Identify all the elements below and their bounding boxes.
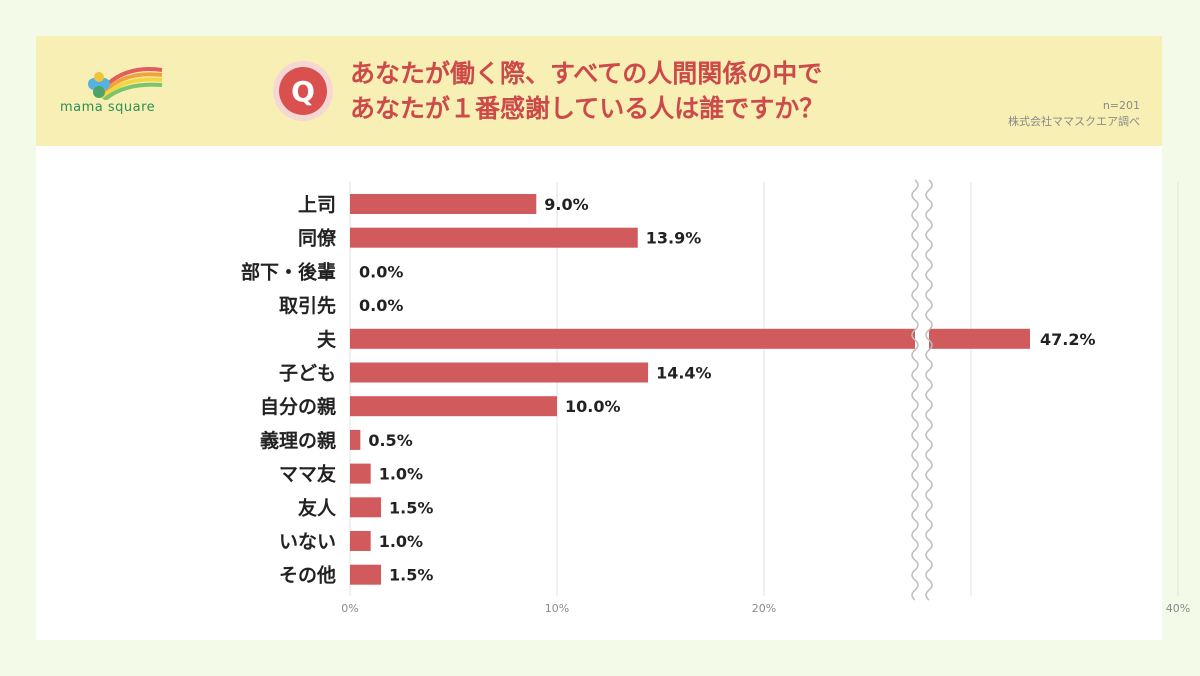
question-mark-letter: Q — [291, 75, 315, 108]
value-label-3: 0.0% — [359, 296, 403, 315]
category-label-6: 自分の親 — [260, 395, 336, 418]
header-banner: mama square Q あなたが働く際、すべての人間関係の中で あなたが１番… — [36, 36, 1162, 146]
bars — [350, 194, 1030, 585]
value-label-8: 1.0% — [379, 465, 423, 484]
value-label-2: 0.0% — [359, 262, 403, 281]
category-label-8: ママ友 — [279, 463, 336, 486]
bar-5 — [350, 362, 649, 383]
value-label-10: 1.0% — [379, 532, 423, 551]
title-line-1: あなたが働く際、すべての人間関係の中で — [350, 59, 823, 88]
value-label-4: 47.2% — [1040, 330, 1096, 349]
x-tick-label-1: 10% — [545, 602, 569, 615]
bar-7 — [350, 429, 361, 450]
category-label-10: いない — [279, 531, 336, 553]
value-label-11: 1.5% — [389, 566, 433, 585]
category-label-4: 夫 — [317, 329, 337, 351]
category-label-1: 同僚 — [298, 227, 337, 250]
value-labels: 9.0% 13.9% 0.0% 0.0% 47.2% 14.4% 10.0% 0.5% 1.0%… — [359, 195, 1096, 585]
brand-name: mama square — [60, 100, 156, 115]
value-label-0: 9.0% — [544, 195, 588, 214]
value-label-1: 13.9% — [646, 229, 702, 248]
bar-4-b — [929, 328, 1030, 349]
bar-8 — [350, 463, 371, 484]
category-label-7: 義理の親 — [260, 429, 336, 452]
question-badge-icon: Q — [273, 61, 333, 121]
bar-6 — [350, 396, 557, 417]
value-label-5: 14.4% — [656, 364, 712, 383]
bar-9 — [350, 497, 382, 518]
x-tick-label-0: 0% — [341, 602, 358, 615]
category-label-3: 取引先 — [279, 294, 336, 317]
title-line-2: あなたが１番感謝している人は誰ですか？ — [350, 94, 825, 123]
category-label-2: 部下・後輩 — [241, 260, 336, 283]
category-label-11: その他 — [279, 564, 336, 587]
x-tick-label-3: 40% — [1166, 602, 1190, 615]
bar-11 — [350, 564, 382, 585]
value-label-7: 0.5% — [368, 431, 412, 450]
axis-break-line-left — [911, 179, 919, 601]
value-label-6: 10.0% — [565, 397, 621, 416]
value-label-9: 1.5% — [389, 498, 433, 517]
bar-0 — [350, 194, 537, 214]
axis-break-icon — [911, 179, 933, 601]
axis-break-line-right — [925, 179, 933, 601]
category-label-9: 友人 — [298, 496, 337, 519]
category-label-0: 上司 — [298, 194, 336, 216]
x-tick-labels: 0% 10% 20% 40% — [341, 602, 1190, 615]
rainbow-clover-icon — [88, 67, 163, 102]
grid-lines — [349, 182, 1179, 596]
question-title: あなたが働く際、すべての人間関係の中で あなたが１番感謝している人は誰ですか？ — [350, 56, 970, 126]
survey-meta: n=201 株式会社ママスクエア調べ — [1008, 98, 1140, 130]
bar-1 — [350, 227, 638, 248]
survey-source: 株式会社ママスクエア調べ — [1008, 115, 1140, 128]
sample-size: n=201 — [1102, 99, 1140, 112]
brand-logo: mama square — [60, 60, 200, 130]
category-label-5: 子ども — [279, 363, 336, 385]
bar-4-a — [350, 328, 915, 349]
bar-10 — [350, 531, 371, 551]
x-tick-label-2: 20% — [752, 602, 776, 615]
